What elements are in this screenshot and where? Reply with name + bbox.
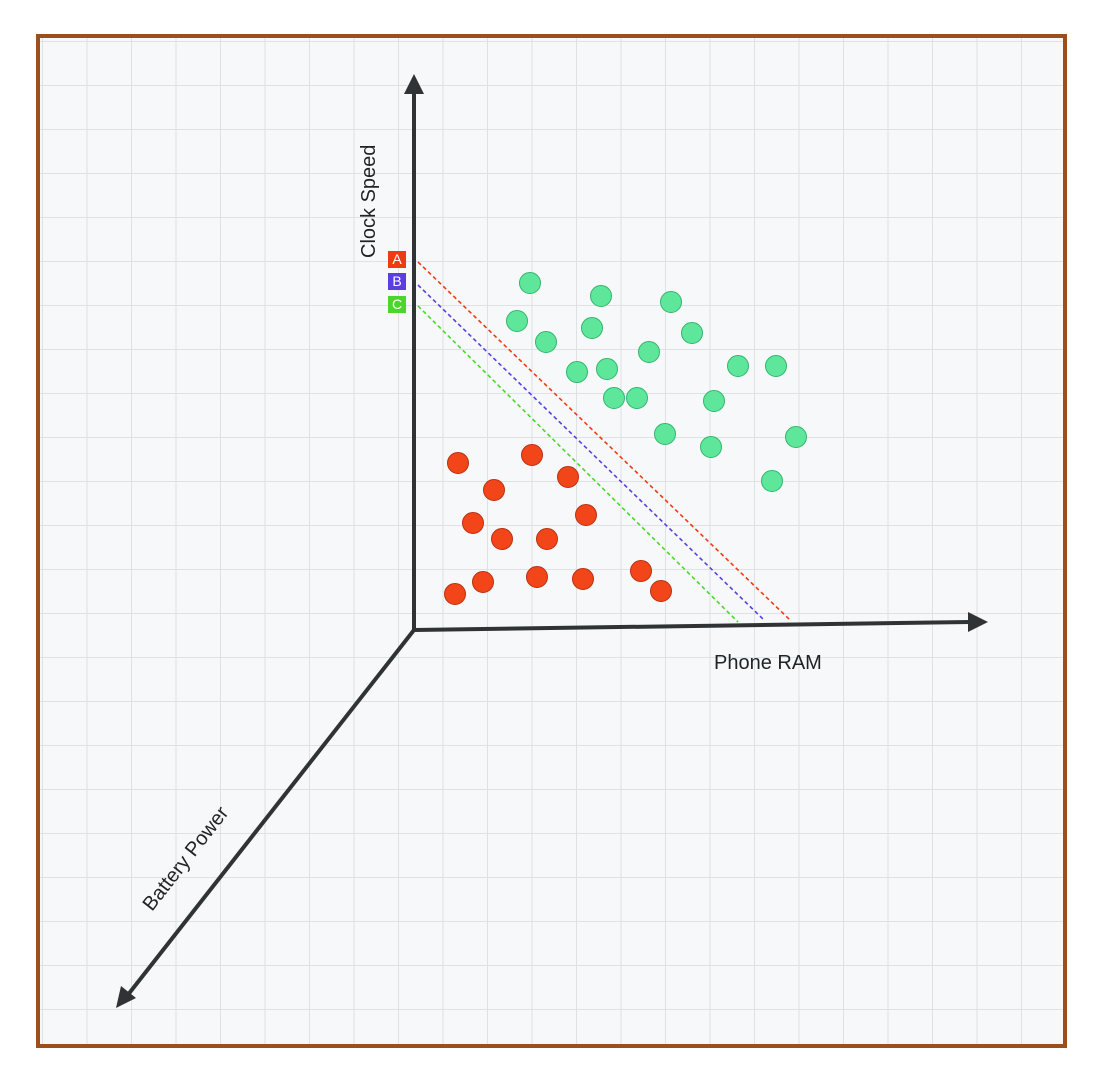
- boundary-tag-a-label: A: [392, 251, 402, 267]
- red-class-points: [444, 444, 672, 605]
- green-point-8: [638, 341, 660, 363]
- green-point-1: [519, 272, 541, 294]
- red-point-2: [521, 444, 543, 466]
- green-point-5: [581, 317, 603, 339]
- y-axis-arrowhead: [404, 74, 424, 94]
- boundary-line-c: [417, 305, 739, 623]
- boundary-tag-c: C: [388, 296, 406, 313]
- boundary-line-a: [417, 261, 791, 621]
- green-point-4: [506, 310, 528, 332]
- y-axis-label: Clock Speed: [358, 145, 380, 258]
- x-axis-label: Phone RAM: [714, 652, 822, 674]
- boundary-tag-c-label: C: [392, 296, 402, 312]
- green-point-3: [660, 291, 682, 313]
- red-point-11: [526, 566, 548, 588]
- green-point-18: [785, 426, 807, 448]
- green-point-12: [765, 355, 787, 377]
- green-point-7: [535, 331, 557, 353]
- red-point-13: [630, 560, 652, 582]
- green-point-6: [681, 322, 703, 344]
- red-point-6: [462, 512, 484, 534]
- red-point-8: [536, 528, 558, 550]
- x-axis-line: [413, 620, 971, 632]
- green-point-13: [603, 387, 625, 409]
- z-axis-line: [125, 628, 416, 998]
- green-point-2: [590, 285, 612, 307]
- green-point-16: [654, 423, 676, 445]
- red-point-7: [491, 528, 513, 550]
- red-point-14: [650, 580, 672, 602]
- red-point-10: [472, 571, 494, 593]
- green-point-10: [596, 358, 618, 380]
- green-point-11: [727, 355, 749, 377]
- red-point-3: [557, 466, 579, 488]
- z-axis-arrowhead: [116, 986, 136, 1008]
- boundary-tag-a: A: [388, 251, 406, 268]
- boundary-line-b: [417, 284, 765, 621]
- red-point-5: [575, 504, 597, 526]
- boundary-tag-b: B: [388, 273, 406, 290]
- green-point-9: [566, 361, 588, 383]
- green-class-points: [506, 272, 807, 492]
- green-point-19: [761, 470, 783, 492]
- x-axis-arrowhead: [968, 612, 988, 632]
- green-point-17: [700, 436, 722, 458]
- red-point-4: [483, 479, 505, 501]
- red-point-12: [572, 568, 594, 590]
- red-point-1: [447, 452, 469, 474]
- boundary-tag-b-label: B: [392, 273, 401, 289]
- green-point-15: [703, 390, 725, 412]
- z-axis-label: Battery Power: [139, 802, 234, 915]
- green-point-14: [626, 387, 648, 409]
- red-point-9: [444, 583, 466, 605]
